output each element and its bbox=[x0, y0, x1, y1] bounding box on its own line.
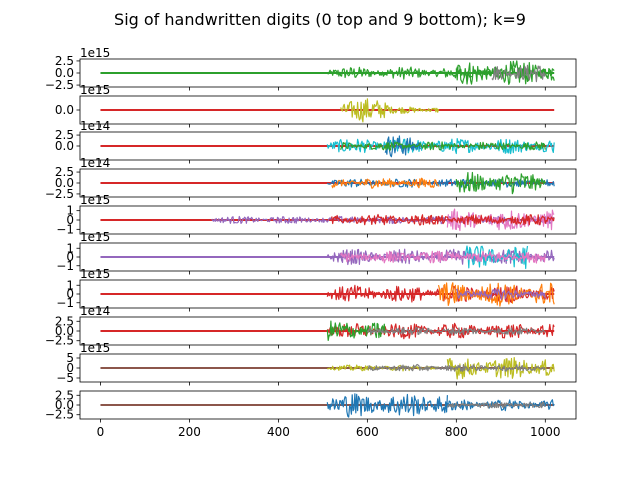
subplot-2: 2.50.0 1e14 bbox=[55, 119, 577, 164]
series-lines bbox=[100, 135, 555, 158]
y-tick-label: 0.0 bbox=[55, 103, 74, 117]
series-signal-line bbox=[446, 357, 555, 380]
y-tick-label: 0 bbox=[66, 250, 74, 264]
subplot-8: 50−5 1e15 bbox=[56, 341, 577, 386]
y-tick-label: 0.0 bbox=[55, 139, 74, 153]
series-signal-line bbox=[340, 250, 546, 264]
y-tick-label: 2.5 bbox=[55, 128, 74, 142]
series-signal-line bbox=[326, 320, 386, 341]
subplot-7: 2.50.0−2.5 1e14 bbox=[45, 304, 577, 349]
offset-label: 1e14 bbox=[80, 156, 110, 170]
y-tick-label: 0.0 bbox=[55, 176, 74, 190]
series-signal-line bbox=[455, 171, 546, 195]
series-lines bbox=[100, 208, 555, 232]
y-tick-label: 0 bbox=[66, 287, 74, 301]
y-tick-label: −2.5 bbox=[45, 334, 74, 348]
y-tick-label: 2.5 bbox=[55, 165, 74, 179]
offset-label: 1e15 bbox=[80, 46, 110, 60]
y-tick-label: 0 bbox=[66, 361, 74, 375]
series-signal-line bbox=[366, 326, 546, 336]
subplot-1: 0.0 1e15 bbox=[55, 83, 577, 128]
series-lines bbox=[100, 320, 555, 341]
offset-label: 1e15 bbox=[80, 193, 110, 207]
y-tick-label: 1 bbox=[66, 278, 74, 292]
series-signal-line bbox=[340, 141, 546, 151]
series-lines bbox=[100, 393, 555, 418]
series-lines bbox=[100, 282, 555, 307]
y-tick-label: 2.5 bbox=[55, 388, 74, 402]
subplot-9: 2.50.0−2.5 0 200 400 600 800 1000 bbox=[45, 388, 577, 439]
series-signal-line bbox=[326, 393, 448, 418]
subplot-6: 10−1 1e15 bbox=[56, 267, 577, 312]
series-signal-line bbox=[366, 363, 546, 372]
offset-label: 1e15 bbox=[80, 230, 110, 244]
series-signal-line bbox=[331, 177, 440, 189]
y-tick-label: −1 bbox=[56, 259, 74, 273]
offset-label: 1e15 bbox=[80, 267, 110, 281]
y-tick-label: 1 bbox=[66, 204, 74, 218]
y-tick-label: 0.0 bbox=[55, 398, 74, 412]
y-tick-label: 0 bbox=[66, 213, 74, 227]
offset-label: 1e15 bbox=[80, 83, 110, 97]
x-tick-label: 800 bbox=[445, 425, 468, 439]
series-signal-line bbox=[331, 213, 555, 226]
subplot-0: 2.50.0−2.5 1e15 bbox=[45, 46, 577, 92]
series-lines bbox=[100, 98, 555, 123]
y-tick-label: 2.5 bbox=[55, 54, 74, 68]
series-signal-line bbox=[326, 66, 555, 80]
series-lines bbox=[100, 171, 555, 195]
subplot-3: 2.50.0−2.5 1e14 bbox=[45, 156, 577, 201]
x-tick-label: 1000 bbox=[530, 425, 561, 439]
x-tick-label: 600 bbox=[356, 425, 379, 439]
y-tick-label: 0.0 bbox=[55, 66, 74, 80]
series-signal-line bbox=[446, 208, 555, 232]
series-lines bbox=[100, 60, 555, 85]
series-signal-line bbox=[491, 64, 546, 83]
series-signal-line bbox=[455, 288, 546, 300]
offset-label: 1e15 bbox=[80, 341, 110, 355]
offset-label: 1e14 bbox=[80, 304, 110, 318]
y-tick-label: −2.5 bbox=[45, 408, 74, 422]
series-signal-line bbox=[446, 401, 546, 409]
y-tick-label: 0.0 bbox=[55, 324, 74, 338]
y-tick-label: −1 bbox=[56, 222, 74, 236]
offset-label: 1e14 bbox=[80, 119, 110, 133]
y-tick-label: 1 bbox=[66, 241, 74, 255]
y-tick-label: 2.5 bbox=[55, 314, 74, 328]
series-signal-line bbox=[340, 98, 391, 123]
y-tick-label: 5 bbox=[66, 351, 74, 365]
y-tick-label: −2.5 bbox=[45, 187, 74, 201]
y-tick-label: −1 bbox=[56, 296, 74, 310]
x-tick-label: 0 bbox=[97, 425, 105, 439]
series-signal-line bbox=[455, 60, 555, 85]
subplot-4: 10−1 1e15 bbox=[56, 193, 577, 238]
series-lines bbox=[100, 245, 555, 270]
y-tick-label: −5 bbox=[56, 371, 74, 385]
figure-title: Sig of handwritten digits (0 top and 9 b… bbox=[114, 10, 526, 29]
subplot-5: 10−1 1e15 bbox=[56, 230, 577, 275]
series-signal-line bbox=[389, 106, 440, 114]
x-tick-label: 400 bbox=[267, 425, 290, 439]
x-tick-label: 200 bbox=[178, 425, 201, 439]
y-tick-label: −2.5 bbox=[45, 78, 74, 92]
series-lines bbox=[100, 357, 555, 380]
